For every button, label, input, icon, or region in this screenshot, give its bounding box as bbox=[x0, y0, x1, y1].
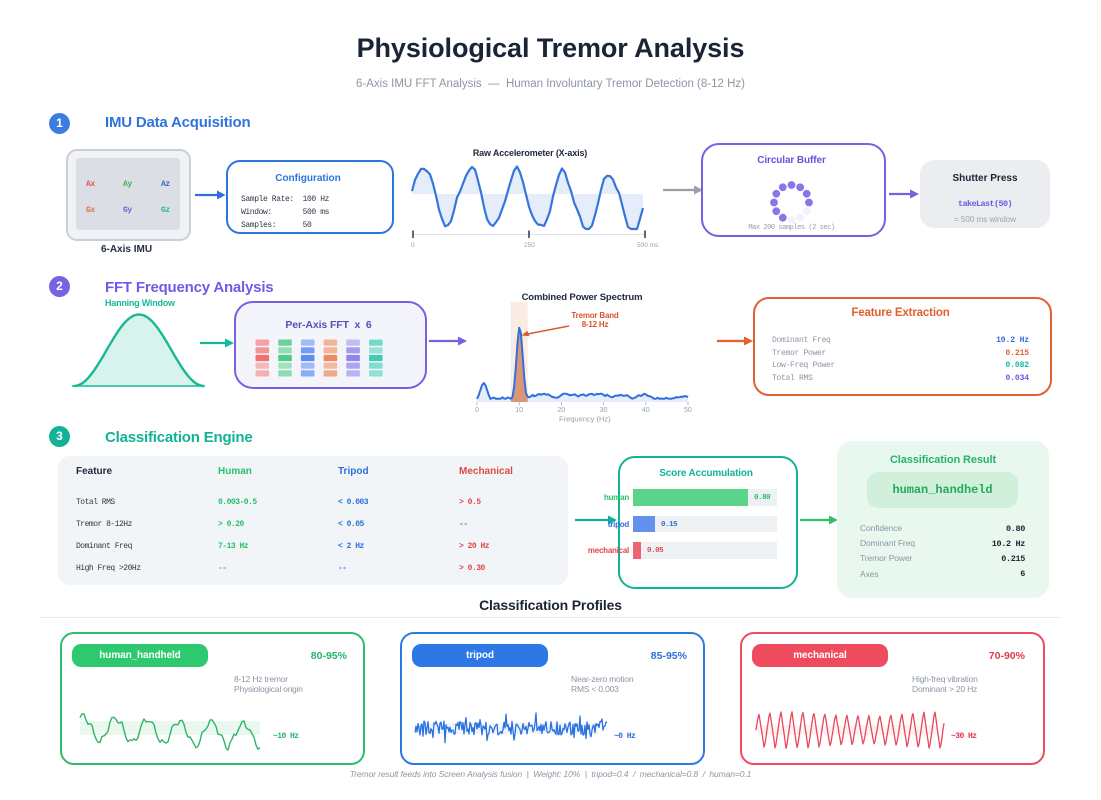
svg-text:0: 0 bbox=[475, 407, 479, 414]
svg-text:40: 40 bbox=[642, 407, 650, 414]
svg-text:30: 30 bbox=[600, 407, 608, 414]
svg-text:50: 50 bbox=[684, 407, 692, 414]
svg-text:250: 250 bbox=[524, 242, 535, 249]
svg-text:Frequency (Hz): Frequency (Hz) bbox=[559, 415, 611, 424]
svg-text:500 ms: 500 ms bbox=[637, 242, 659, 249]
svg-text:0: 0 bbox=[411, 242, 415, 249]
svg-text:10: 10 bbox=[515, 407, 523, 414]
svg-text:20: 20 bbox=[557, 407, 565, 414]
